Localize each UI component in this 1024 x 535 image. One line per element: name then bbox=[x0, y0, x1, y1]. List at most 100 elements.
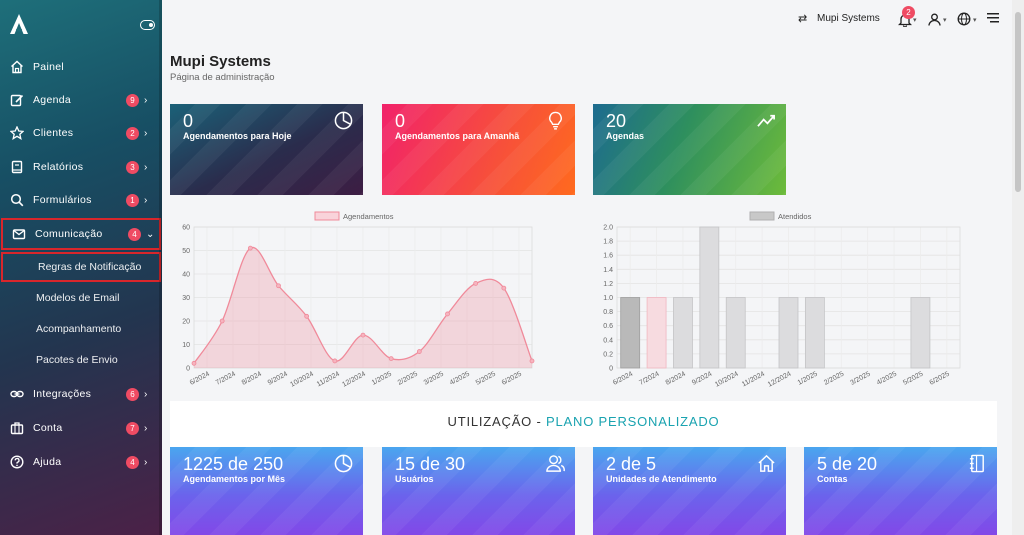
bar[interactable] bbox=[646, 297, 667, 369]
legend-label[interactable]: Atendidos bbox=[778, 212, 812, 221]
series-area bbox=[194, 247, 532, 368]
card-value: 2 de 5 bbox=[606, 454, 657, 474]
company-switcher[interactable]: Mupi Systems bbox=[817, 13, 880, 24]
data-point[interactable] bbox=[247, 245, 253, 251]
card-value: 1225 de 250 bbox=[183, 454, 284, 474]
y-tick-label: 1.2 bbox=[603, 281, 613, 288]
sidebar-subitem-notification-rules[interactable]: Regras de Notificação bbox=[1, 252, 161, 282]
sidebar-badge: 6 bbox=[126, 387, 139, 401]
card-appointments-today[interactable]: 0 Agendamentos para Hoje bbox=[170, 104, 363, 195]
data-point[interactable] bbox=[501, 285, 507, 291]
usage-card-accounts[interactable]: 5 de 20 Contas bbox=[804, 447, 997, 535]
sidebar-badge: 3 bbox=[126, 160, 139, 174]
x-tick-label: 7/2024 bbox=[215, 371, 237, 387]
user-icon[interactable] bbox=[928, 13, 941, 26]
card-value: 5 de 20 bbox=[817, 454, 878, 474]
data-point[interactable] bbox=[219, 318, 225, 324]
sidebar-item-painel[interactable]: Painel bbox=[0, 51, 162, 83]
x-tick-label: 6/2024 bbox=[189, 371, 211, 387]
bar[interactable] bbox=[778, 297, 799, 369]
notification-badge: 2 bbox=[902, 6, 915, 19]
data-point[interactable] bbox=[304, 313, 310, 319]
usage-card-appointments[interactable]: 1225 de 250 Agendamentos por Mês bbox=[170, 447, 363, 535]
bar[interactable] bbox=[725, 297, 746, 369]
sidebar-item-conta[interactable]: Conta 7 › bbox=[0, 412, 162, 444]
x-tick-label: 6/2025 bbox=[929, 371, 951, 387]
data-point[interactable] bbox=[276, 283, 281, 289]
scroll-thumb[interactable] bbox=[1015, 12, 1021, 192]
y-tick-label: 1.6 bbox=[603, 253, 613, 260]
sidebar-item-integracoes[interactable]: Integrações 6 › bbox=[0, 378, 162, 410]
sidebar-item-label: Comunicação bbox=[35, 228, 103, 240]
data-point[interactable] bbox=[360, 332, 366, 338]
globe-icon[interactable] bbox=[957, 12, 971, 26]
sidebar-badge: 9 bbox=[126, 93, 139, 107]
sidebar-item-ajuda[interactable]: Ajuda 4 › bbox=[0, 446, 162, 478]
bulb-icon bbox=[549, 111, 562, 130]
sidebar-item-label: Agenda bbox=[33, 94, 72, 106]
sidebar-toggle-icon[interactable] bbox=[140, 20, 155, 30]
sidebar-item-relatorios[interactable]: Relatórios 3 › bbox=[0, 151, 162, 183]
card-agendas[interactable]: 20 Agendas bbox=[593, 104, 786, 195]
bar[interactable] bbox=[804, 297, 825, 369]
pie-icon bbox=[334, 454, 353, 473]
sidebar-item-agenda[interactable]: Agenda 9 › bbox=[0, 84, 162, 116]
sidebar-item-formularios[interactable]: Formulários 1 › bbox=[0, 184, 162, 216]
x-tick-label: 2/2025 bbox=[397, 371, 419, 387]
data-point[interactable] bbox=[332, 358, 338, 364]
y-tick-label: 1.4 bbox=[603, 267, 613, 274]
y-tick-label: 40 bbox=[182, 272, 190, 279]
card-label: Contas bbox=[817, 474, 848, 484]
legend-label[interactable]: Agendamentos bbox=[343, 212, 394, 221]
y-tick-label: 1.0 bbox=[603, 295, 613, 302]
chevron-right-icon: › bbox=[144, 161, 148, 173]
page-subtitle: Página de administração bbox=[170, 72, 275, 83]
legend-swatch[interactable] bbox=[314, 211, 340, 221]
usage-title: UTILIZAÇÃO - PLANO PERSONALIZADO bbox=[170, 414, 997, 429]
sidebar-item-clientes[interactable]: Clientes 2 › bbox=[0, 117, 162, 149]
swap-icon[interactable]: ⇄ bbox=[798, 13, 808, 25]
chevron-right-icon: › bbox=[144, 456, 148, 468]
data-point[interactable] bbox=[416, 349, 422, 354]
page-scrollbar[interactable] bbox=[1012, 0, 1024, 535]
y-tick-label: 1.8 bbox=[603, 239, 613, 246]
data-point[interactable] bbox=[445, 311, 450, 317]
card-appointments-tomorrow[interactable]: 0 Agendamentos para Amanhã bbox=[382, 104, 575, 195]
card-value: 20 bbox=[606, 111, 627, 131]
bar[interactable] bbox=[620, 297, 641, 369]
sidebar-item-label: Conta bbox=[33, 422, 63, 434]
x-tick-label: 11/2024 bbox=[316, 371, 341, 389]
legend-swatch[interactable] bbox=[749, 211, 775, 221]
chevron-right-icon: › bbox=[144, 422, 148, 434]
mail-icon bbox=[12, 229, 26, 240]
data-point[interactable] bbox=[191, 360, 197, 366]
chevron-down-icon: ▾ bbox=[943, 17, 947, 24]
book-icon bbox=[11, 160, 23, 174]
logo-icon[interactable] bbox=[9, 13, 29, 35]
data-point[interactable] bbox=[529, 358, 535, 364]
card-label: Unidades de Atendimento bbox=[606, 474, 717, 484]
x-tick-label: 1/2025 bbox=[371, 371, 393, 387]
sidebar-item-label: Formulários bbox=[33, 194, 92, 206]
data-point[interactable] bbox=[388, 356, 394, 362]
bar[interactable] bbox=[699, 226, 720, 369]
chevron-right-icon: › bbox=[144, 127, 148, 139]
sidebar-subitem-label: Pacotes de Envio bbox=[36, 354, 118, 366]
x-tick-label: 4/2025 bbox=[449, 371, 471, 387]
sidebar-subitem-follow-up[interactable]: Acompanhamento bbox=[0, 314, 162, 344]
usage-card-users[interactable]: 15 de 30 Usuários bbox=[382, 447, 575, 535]
bar[interactable] bbox=[910, 297, 931, 369]
card-label: Agendamentos para Amanhã bbox=[395, 131, 520, 141]
data-point[interactable] bbox=[473, 281, 479, 286]
chevron-down-icon: ▾ bbox=[913, 17, 917, 24]
usage-card-units[interactable]: 2 de 5 Unidades de Atendimento bbox=[593, 447, 786, 535]
sidebar-item-comunicacao[interactable]: Comunicação 4 ⌄ bbox=[1, 218, 161, 250]
home-icon bbox=[11, 60, 23, 74]
bar[interactable] bbox=[673, 297, 693, 369]
sidebar-subitem-email-templates[interactable]: Modelos de Email bbox=[0, 283, 162, 313]
menu-icon[interactable] bbox=[987, 13, 999, 23]
sidebar-subitem-send-packages[interactable]: Pacotes de Envio bbox=[0, 345, 162, 375]
sidebar-item-label: Relatórios bbox=[33, 161, 84, 173]
card-label: Agendamentos por Mês bbox=[183, 474, 286, 484]
sidebar-badge: 1 bbox=[126, 193, 139, 207]
